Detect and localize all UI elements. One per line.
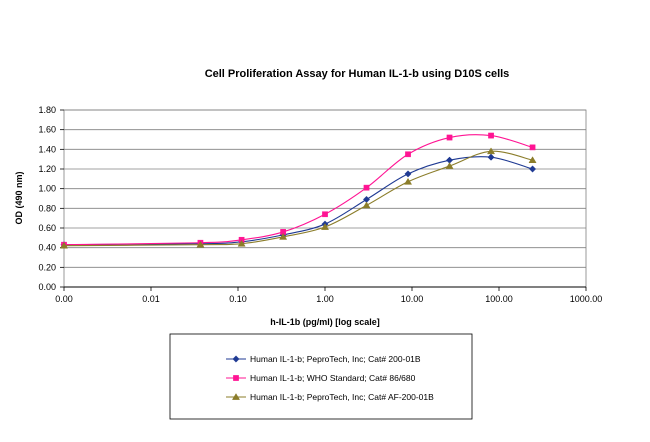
legend-entry: Human IL-1-b; PeproTech, Inc; Cat# AF-20… [226, 392, 434, 402]
data-point-triangle [237, 239, 246, 247]
y-axis-label: OD (490 nm) [14, 171, 24, 224]
x-tick-label: 0.10 [229, 294, 247, 304]
y-tick-label: 1.00 [38, 184, 56, 194]
x-tick-label: 0.00 [55, 294, 73, 304]
data-point-triangle [362, 201, 371, 209]
chart-title: Cell Proliferation Assay for Human IL-1-… [205, 68, 510, 80]
series-line [63, 156, 533, 246]
data-point-square [529, 144, 536, 151]
grid [64, 109, 586, 288]
plot-area [63, 109, 587, 288]
data-point-triangle [486, 147, 496, 155]
y-tick-label: 0.00 [38, 282, 56, 292]
data-point-diamond [528, 165, 537, 173]
x-tick-label: 100.00 [485, 294, 513, 304]
y-tick-label: 1.80 [38, 105, 56, 115]
data-point-square [322, 211, 328, 218]
data-point-triangle [231, 393, 241, 400]
x-axis-label: h-IL-1b (pg/ml) [log scale] [270, 317, 380, 327]
y-tick-label: 0.40 [38, 243, 56, 253]
data-point-triangle [403, 177, 413, 185]
x-axis-ticks: 0.00 0.01 0.10 1.00 10.00 100.00 1000.00 [55, 286, 603, 304]
data-point-triangle [279, 232, 288, 240]
data-point-triangle [320, 223, 330, 230]
legend-entries: Human IL-1-b; PeproTech, Inc; Cat# 200-0… [226, 354, 434, 402]
legend-label: Human IL-1-b; PeproTech, Inc; Cat# 200-0… [250, 354, 421, 364]
y-tick-label: 0.80 [38, 203, 56, 213]
series-line [63, 134, 533, 246]
y-tick-label: 1.60 [38, 125, 56, 135]
x-tick-label: 1000.00 [570, 294, 603, 304]
y-tick-label: 0.20 [38, 262, 56, 272]
data-point-diamond [487, 153, 495, 161]
x-tick-label: 1.00 [316, 294, 334, 304]
data-point-triangle [196, 240, 205, 248]
y-axis-ticks: 0.00 0.20 0.40 0.60 0.80 1.00 1.20 1.40 1.60 1.80 [38, 105, 64, 292]
series-3 [59, 147, 537, 249]
legend-entry: Human IL-1-b; WHO Standard; Cat# 86/680 [226, 373, 416, 383]
y-tick-label: 0.60 [38, 223, 56, 233]
y-tick-label: 1.20 [38, 164, 56, 174]
data-point-square [363, 184, 370, 191]
y-tick-label: 1.40 [38, 144, 56, 154]
series [59, 132, 537, 249]
data-point-triangle [445, 162, 454, 169]
x-tick-label: 0.01 [142, 294, 160, 304]
data-point-square [405, 151, 411, 158]
data-point-triangle [528, 156, 537, 163]
data-point-diamond [404, 170, 412, 178]
x-tick-label: 10.00 [401, 294, 424, 304]
legend-label: Human IL-1-b; PeproTech, Inc; Cat# AF-20… [250, 392, 434, 402]
series-2 [61, 132, 536, 248]
data-point-square [488, 132, 494, 139]
legend [169, 333, 473, 420]
legend-label: Human IL-1-b; WHO Standard; Cat# 86/680 [250, 373, 416, 383]
data-point-square [446, 134, 453, 141]
data-point-square [233, 375, 239, 381]
data-point-diamond [232, 355, 240, 363]
series-line [63, 150, 533, 247]
legend-entry: Human IL-1-b; PeproTech, Inc; Cat# 200-0… [226, 354, 421, 364]
data-point-triangle [59, 241, 69, 249]
